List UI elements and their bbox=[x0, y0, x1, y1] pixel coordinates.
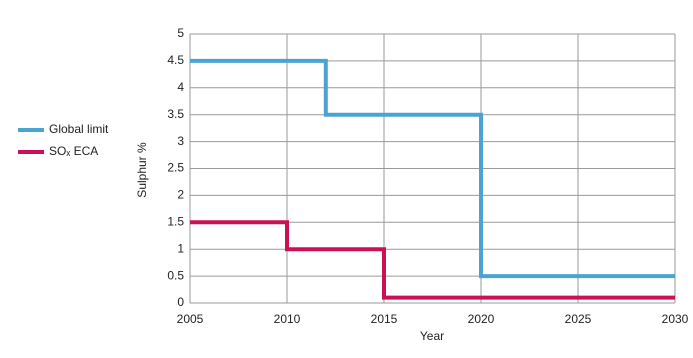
y-tick-label: 3.5 bbox=[167, 107, 184, 121]
x-tick-label: 2020 bbox=[468, 312, 495, 326]
y-axis-label: Sulphur % bbox=[135, 142, 149, 198]
y-tick-label: 0 bbox=[177, 295, 184, 309]
x-tick-label: 2015 bbox=[371, 312, 398, 326]
legend-label: Global limit bbox=[49, 122, 109, 136]
x-tick-label: 2025 bbox=[565, 312, 592, 326]
legend-label: SOₓ ECA bbox=[49, 144, 98, 158]
y-tick-label: 5 bbox=[177, 26, 184, 40]
y-tick-label: 4 bbox=[177, 80, 184, 94]
y-tick-label: 0.5 bbox=[167, 268, 184, 282]
x-tick-label: 2005 bbox=[177, 312, 204, 326]
x-tick-label: 2030 bbox=[662, 312, 689, 326]
y-tick-label: 1.5 bbox=[167, 214, 184, 228]
y-tick-label: 2 bbox=[177, 188, 184, 202]
x-tick-label: 2010 bbox=[274, 312, 301, 326]
y-tick-label: 1 bbox=[177, 241, 184, 255]
series-line bbox=[190, 220, 675, 300]
y-tick-label: 2.5 bbox=[167, 161, 184, 175]
y-tick-label: 3 bbox=[177, 134, 184, 148]
x-axis-label: Year bbox=[420, 329, 444, 343]
y-tick-label: 4.5 bbox=[167, 53, 184, 67]
series-line bbox=[190, 58, 675, 279]
